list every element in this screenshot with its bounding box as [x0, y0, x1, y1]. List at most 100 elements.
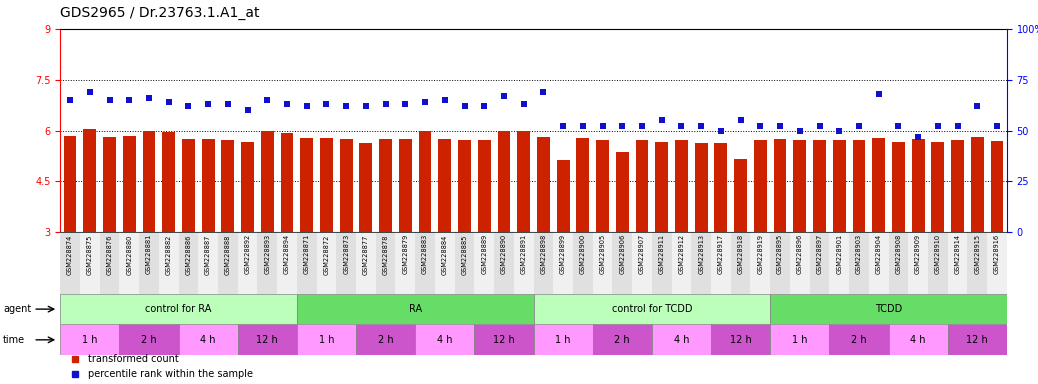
Bar — [734, 159, 747, 232]
Bar — [750, 232, 770, 294]
Text: GSM228871: GSM228871 — [304, 234, 309, 275]
Point — [851, 123, 868, 129]
Text: GSM228919: GSM228919 — [758, 234, 763, 274]
Text: GSM228888: GSM228888 — [225, 234, 230, 275]
Bar — [458, 140, 471, 232]
Bar — [596, 140, 609, 232]
Point — [950, 123, 966, 129]
Point — [82, 89, 98, 95]
Bar — [872, 138, 885, 232]
Bar — [829, 324, 889, 355]
Bar — [889, 232, 908, 294]
Point — [475, 103, 493, 109]
Point — [891, 123, 907, 129]
Bar — [415, 324, 474, 355]
Bar — [320, 138, 333, 232]
Text: GSM228873: GSM228873 — [344, 234, 349, 275]
Bar — [773, 139, 787, 232]
Bar — [714, 144, 728, 232]
Point — [160, 99, 176, 105]
Text: 2 h: 2 h — [141, 335, 157, 345]
Bar — [179, 324, 238, 355]
Bar — [179, 232, 198, 294]
Bar — [359, 144, 373, 232]
Point — [220, 101, 237, 107]
Text: GSM228876: GSM228876 — [107, 234, 112, 275]
Text: GSM228895: GSM228895 — [777, 234, 783, 275]
Bar — [297, 294, 534, 324]
Bar — [119, 324, 179, 355]
Bar — [813, 140, 826, 232]
Bar — [182, 139, 195, 232]
Point — [318, 101, 334, 107]
Bar — [869, 232, 889, 294]
Bar — [474, 324, 534, 355]
Point — [357, 103, 375, 109]
Point — [102, 97, 117, 103]
Bar — [63, 136, 77, 232]
Text: 1 h: 1 h — [792, 335, 808, 345]
Text: GSM228918: GSM228918 — [738, 234, 743, 274]
Bar — [652, 324, 711, 355]
Bar — [80, 232, 100, 294]
Bar — [455, 232, 474, 294]
Point — [181, 103, 197, 109]
Text: 1 h: 1 h — [555, 335, 571, 345]
Text: GSM228874: GSM228874 — [67, 234, 73, 275]
Text: GSM228910: GSM228910 — [935, 234, 940, 274]
Text: GSM228912: GSM228912 — [679, 234, 684, 274]
Point — [772, 123, 789, 129]
Bar — [418, 131, 432, 232]
Bar — [297, 232, 317, 294]
Bar — [537, 137, 550, 232]
Bar — [556, 161, 570, 232]
Point — [594, 123, 610, 129]
Bar — [829, 232, 849, 294]
Legend: transformed count, percentile rank within the sample: transformed count, percentile rank withi… — [65, 354, 253, 379]
Text: GSM228914: GSM228914 — [955, 234, 960, 274]
Bar — [139, 232, 159, 294]
Point — [733, 118, 749, 124]
Text: GSM228907: GSM228907 — [639, 234, 645, 275]
Bar — [277, 232, 297, 294]
Text: GSM228893: GSM228893 — [265, 234, 270, 274]
Bar — [967, 232, 987, 294]
Bar — [60, 232, 80, 294]
Text: GSM228882: GSM228882 — [166, 234, 171, 275]
Point — [496, 93, 513, 99]
Bar — [399, 139, 412, 232]
Point — [140, 95, 158, 101]
Point — [536, 89, 552, 95]
Bar — [849, 232, 869, 294]
Bar — [376, 232, 395, 294]
Text: agent: agent — [3, 304, 31, 314]
Bar — [675, 140, 688, 232]
Text: 1 h: 1 h — [319, 335, 334, 345]
Bar — [119, 232, 139, 294]
Point — [260, 97, 276, 103]
Text: GSM228884: GSM228884 — [442, 234, 447, 275]
Text: GDS2965 / Dr.23763.1.A1_at: GDS2965 / Dr.23763.1.A1_at — [60, 6, 260, 20]
Text: GSM228908: GSM228908 — [896, 234, 901, 275]
Bar — [474, 232, 494, 294]
Point — [812, 123, 828, 129]
Text: GSM228878: GSM228878 — [383, 234, 388, 275]
Bar — [908, 232, 928, 294]
Bar — [356, 324, 415, 355]
Bar — [832, 140, 846, 232]
Bar — [379, 139, 392, 232]
Bar — [300, 138, 313, 232]
Point — [752, 123, 768, 129]
Point — [299, 103, 316, 109]
Bar — [339, 139, 353, 232]
Text: GSM228894: GSM228894 — [284, 234, 290, 275]
Bar — [162, 132, 175, 232]
Bar — [280, 133, 294, 232]
Point — [713, 127, 730, 134]
Text: GSM228897: GSM228897 — [817, 234, 822, 275]
Bar — [317, 232, 336, 294]
Text: GSM228904: GSM228904 — [876, 234, 881, 275]
Bar — [356, 232, 376, 294]
Bar — [238, 324, 297, 355]
Bar — [672, 232, 691, 294]
